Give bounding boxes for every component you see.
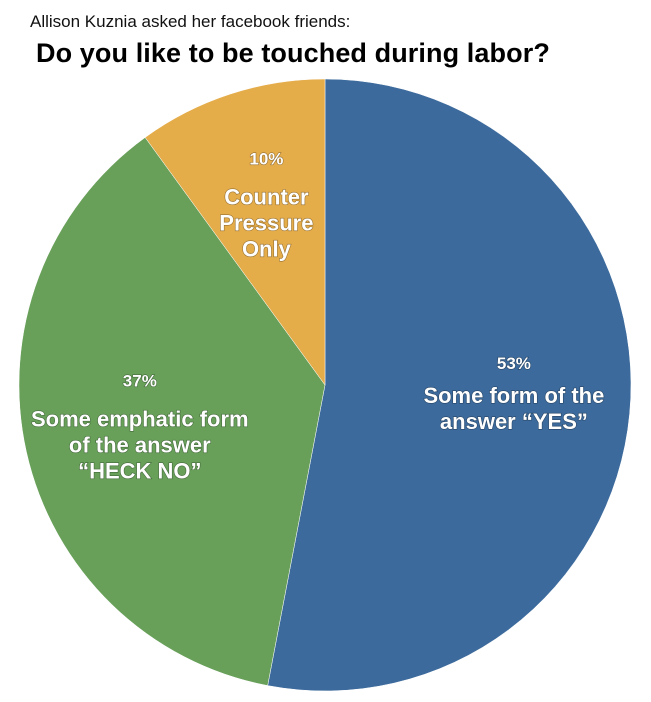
slice-name-label: of the answer: [69, 432, 211, 457]
slice-name-label: Pressure: [219, 211, 313, 236]
chart-subtitle: Allison Kuznia asked her facebook friend…: [30, 12, 351, 31]
pie-slice: [144, 78, 326, 386]
slice-name-label: Some form of the: [423, 383, 604, 408]
slice-name-label: answer “YES”: [440, 409, 588, 434]
pie-slice: [18, 137, 326, 686]
slice-percent-label: 10%: [249, 150, 283, 169]
slice-name-label: Only: [242, 237, 292, 262]
pie-slice: [267, 78, 632, 692]
slice-name-label: Some emphatic form: [31, 406, 249, 431]
chart-title: Do you like to be touched during labor?: [36, 38, 550, 68]
slice-percent-label: 53%: [497, 354, 531, 373]
slice-name-label: “HECK NO”: [78, 458, 201, 483]
slice-percent-label: 37%: [123, 371, 157, 390]
slice-name-label: Counter: [224, 185, 309, 210]
